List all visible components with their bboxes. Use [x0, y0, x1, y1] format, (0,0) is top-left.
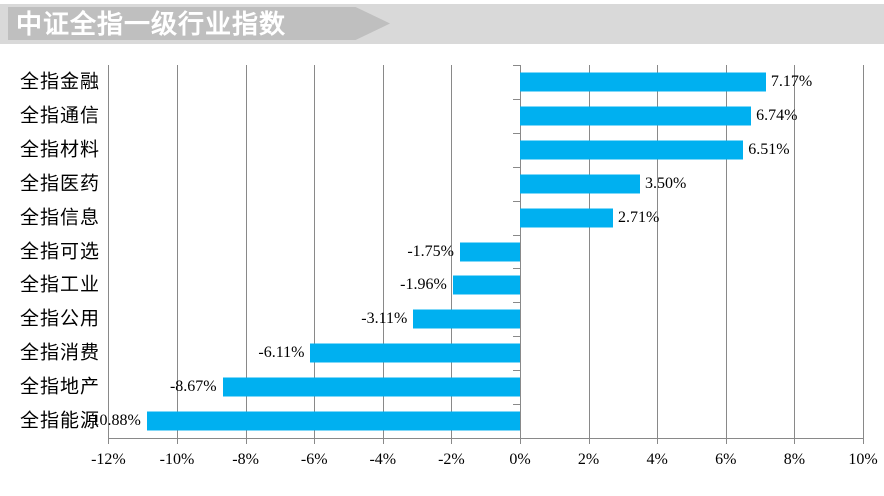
category-label: 全指消费 — [19, 342, 100, 364]
bar — [459, 242, 520, 261]
category-axis-tick — [513, 268, 520, 270]
x-axis-tick-label: -8% — [232, 451, 259, 468]
value-label: 2.71% — [617, 208, 660, 226]
x-axis-tick — [794, 438, 796, 444]
bar — [310, 343, 520, 363]
gridline — [451, 65, 453, 438]
bar — [520, 174, 641, 194]
category-label: 全指地产 — [19, 376, 100, 398]
category-axis-tick — [513, 132, 520, 134]
x-axis-tick — [863, 438, 864, 444]
category-label: 全指能源 — [19, 410, 100, 432]
gridline — [725, 65, 727, 438]
x-axis-tick-label: -2% — [438, 451, 465, 468]
gridline — [657, 65, 659, 438]
bar — [520, 106, 752, 126]
x-axis-tick-label: -6% — [300, 451, 328, 468]
gridline — [245, 65, 247, 438]
category-label: 全指信息 — [19, 207, 100, 229]
category-label: 全指材料 — [19, 139, 100, 161]
x-axis-tick-label: 6% — [715, 451, 737, 468]
category-label: 全指公用 — [19, 308, 100, 330]
bar — [413, 309, 520, 329]
category-axis-tick — [513, 98, 520, 100]
gridline — [520, 65, 521, 438]
category-axis-tick — [513, 336, 520, 338]
category-axis-tick — [513, 438, 520, 439]
value-label: -10.88% — [86, 412, 141, 430]
x-axis-tick-label: -10% — [159, 451, 195, 468]
category-label: 全指通信 — [19, 105, 100, 127]
x-axis-tick — [657, 438, 659, 444]
value-label: 7.17% — [770, 72, 813, 90]
bar — [452, 275, 520, 295]
value-label: -1.75% — [407, 242, 454, 260]
category-label: 全指工业 — [19, 274, 100, 296]
category-axis-tick — [513, 404, 520, 406]
x-axis-tick-label: 0% — [509, 451, 531, 468]
x-axis-line — [108, 438, 863, 439]
bar — [520, 72, 766, 92]
bar — [520, 208, 613, 228]
gridline — [314, 65, 316, 438]
x-axis-tick-label: 10% — [848, 451, 878, 468]
value-label: -8.67% — [169, 378, 217, 396]
value-label: 3.50% — [645, 174, 687, 192]
category-axis-tick — [513, 234, 520, 236]
x-axis-tick — [177, 438, 178, 444]
gridline — [794, 65, 796, 438]
category-axis-tick — [513, 166, 520, 168]
value-label: -1.96% — [400, 276, 447, 294]
page-title: 中证全指一级行业指数 — [16, 8, 287, 39]
gridline — [863, 65, 864, 438]
category-axis-tick — [513, 200, 520, 202]
category-label: 全指可选 — [19, 241, 100, 262]
x-axis-tick-label: -4% — [369, 451, 397, 468]
x-axis-tick — [588, 438, 590, 444]
category-axis-tick — [513, 370, 520, 372]
x-axis-tick — [245, 438, 247, 444]
value-label: -6.11% — [258, 344, 305, 362]
x-axis-tick-label: 2% — [577, 451, 600, 468]
x-axis-tick-label: 8% — [783, 451, 806, 468]
value-label: -3.11% — [361, 310, 408, 328]
gridline — [588, 65, 590, 438]
gridline — [108, 65, 110, 438]
x-axis-tick — [451, 438, 453, 444]
x-axis-tick-label: -12% — [91, 451, 126, 468]
x-axis-tick — [108, 438, 110, 444]
category-axis-tick — [513, 65, 520, 66]
bar — [520, 140, 744, 160]
bar — [222, 377, 520, 397]
x-axis-tick — [725, 438, 727, 444]
title-banner-arrow: 中证全指一级行业指数 — [8, 7, 390, 40]
x-axis-tick — [382, 438, 384, 444]
value-label: 6.74% — [756, 106, 798, 124]
x-axis-tick-label: 4% — [646, 451, 668, 468]
bar — [146, 411, 520, 431]
value-label: 6.51% — [748, 140, 790, 158]
category-axis-tick — [513, 302, 520, 304]
gridline — [382, 65, 384, 438]
gridline — [177, 65, 178, 438]
x-axis-tick — [314, 438, 316, 444]
x-axis-tick — [520, 438, 521, 444]
category-label: 全指医药 — [19, 173, 100, 195]
category-label: 全指金融 — [19, 71, 100, 93]
